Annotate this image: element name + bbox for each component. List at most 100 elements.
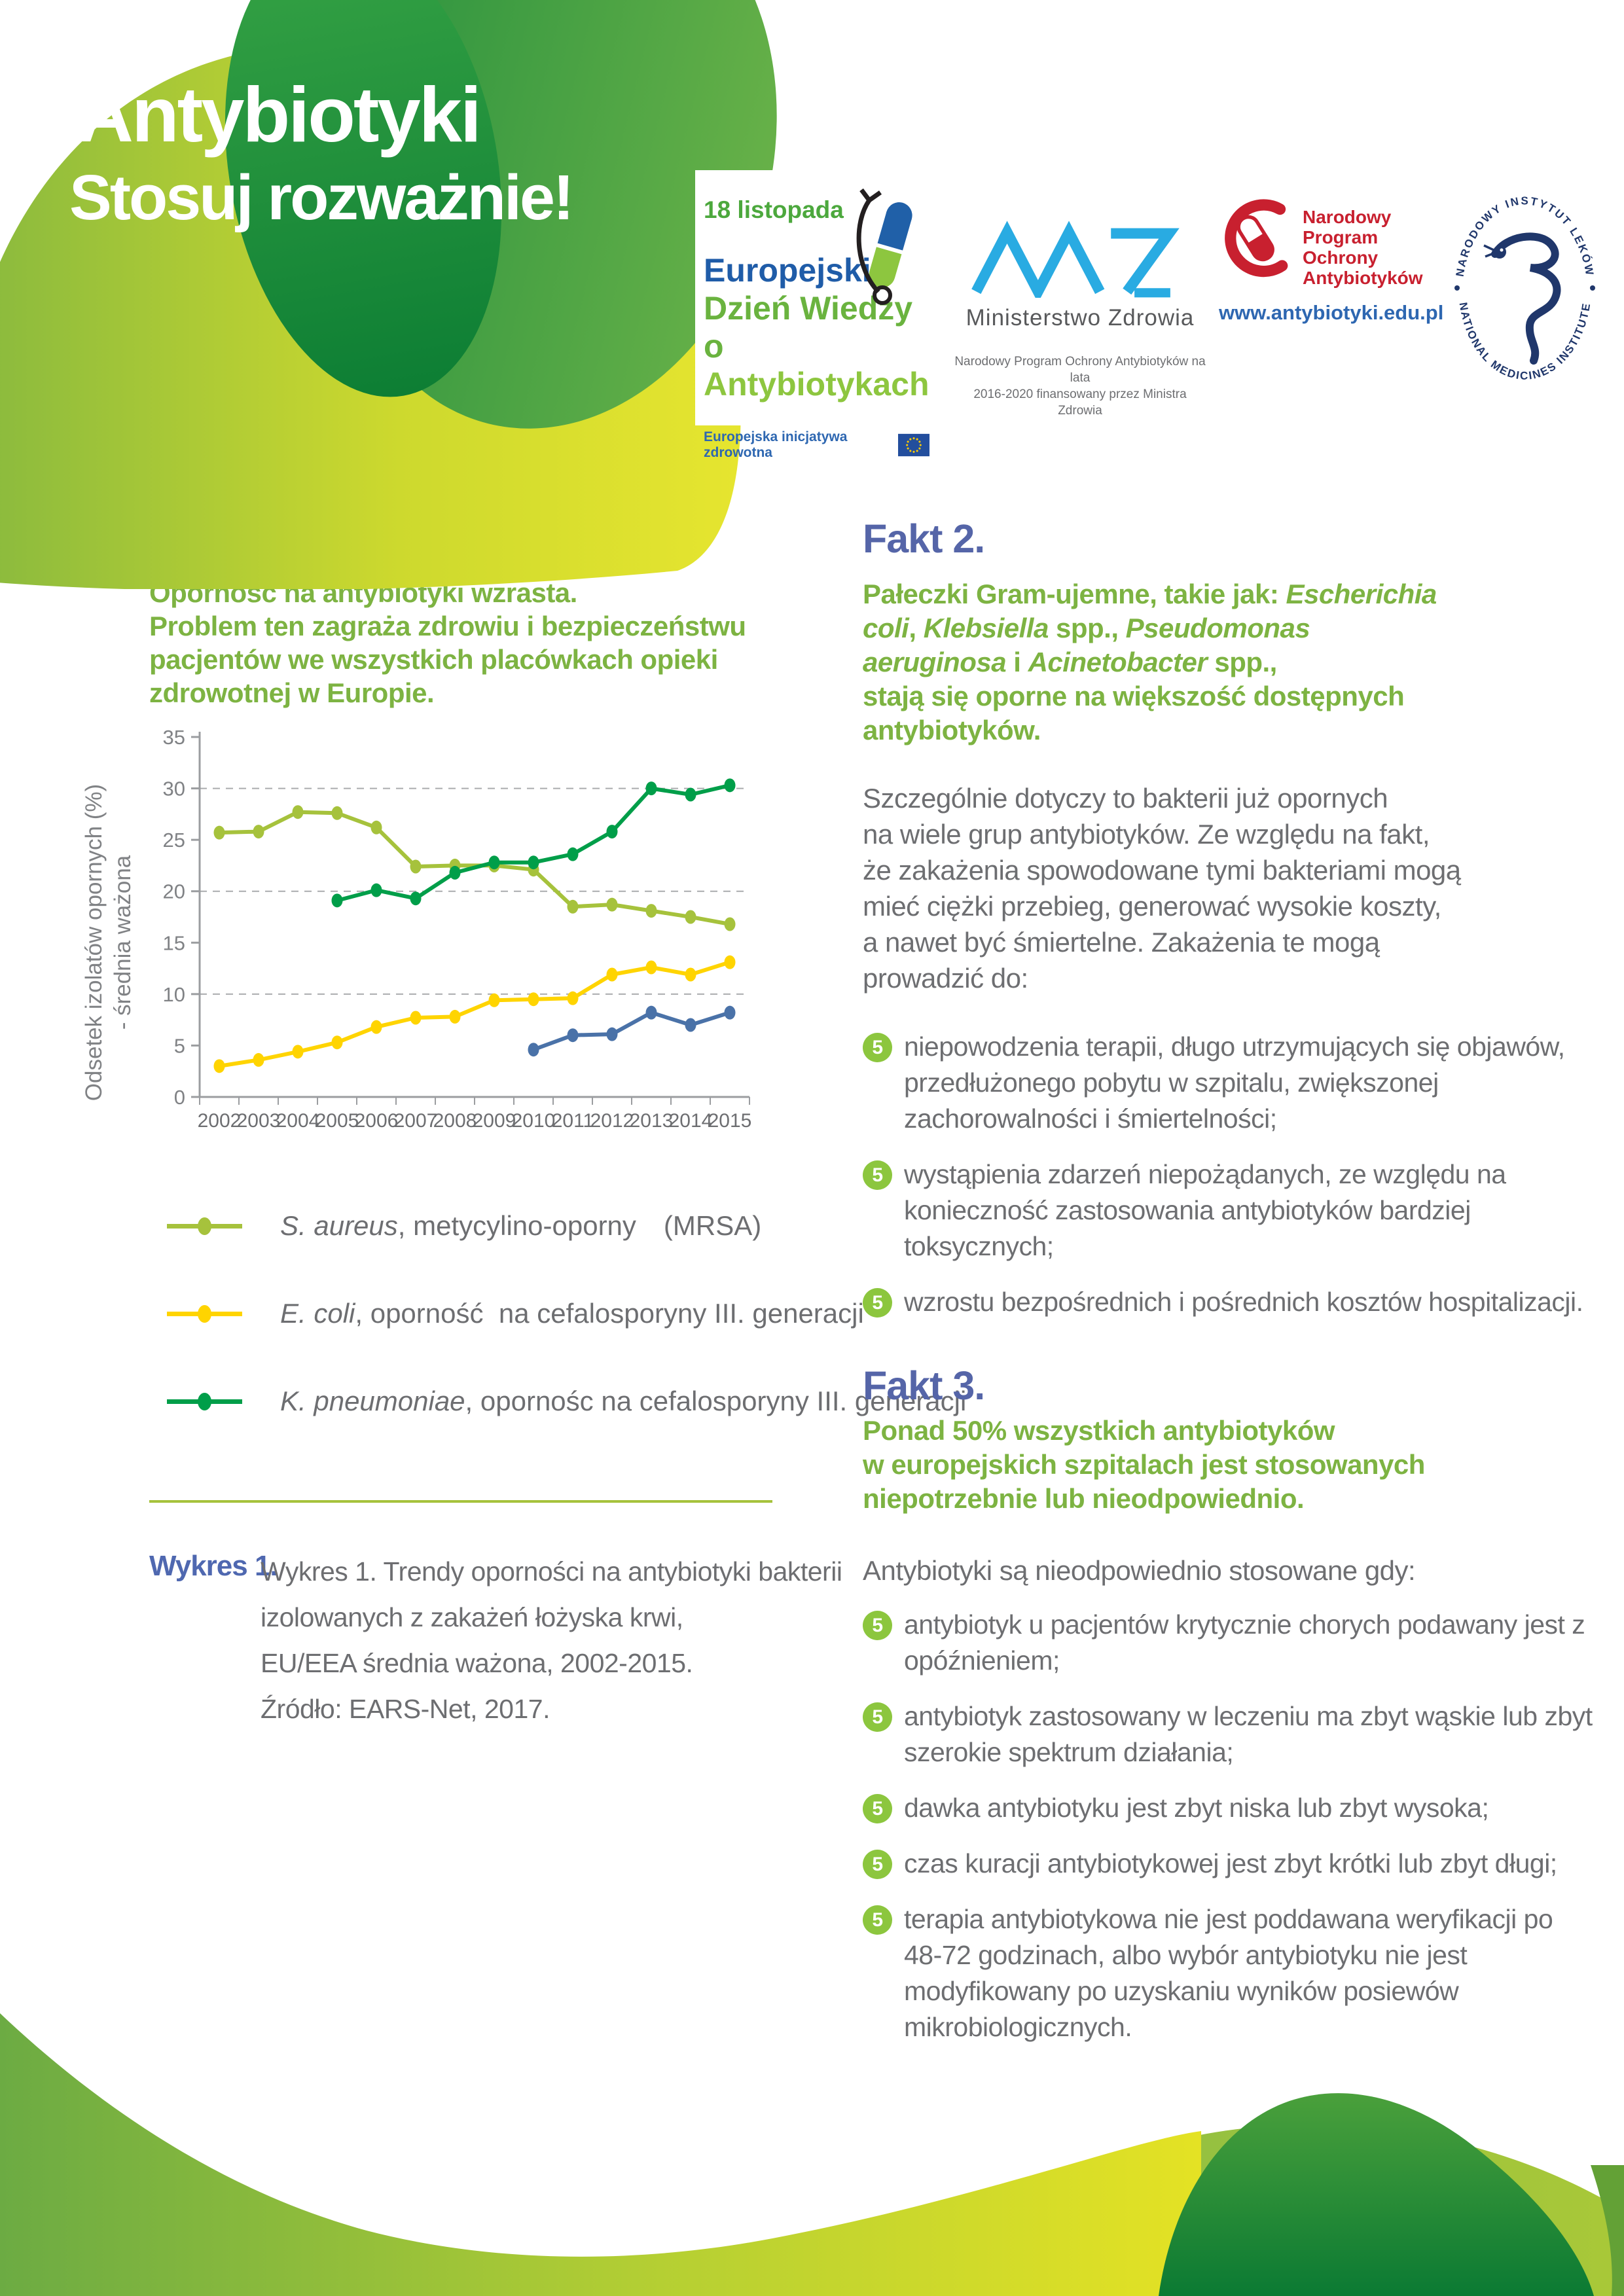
bullet-item: 5 niepowodzenia terapii, długo utrzymując…	[863, 1029, 1593, 1137]
series-point	[645, 960, 657, 975]
legend-text: , oporność na cefalosporyny III. generac…	[355, 1298, 864, 1329]
fact1-lead-line: Problem ten zagraża zdrowiu i bezpieczeń…	[149, 611, 746, 641]
series-point	[645, 781, 657, 796]
series-point	[331, 1035, 343, 1050]
fact1-lead: Oporność na antybiotyki wzrasta. Problem …	[149, 576, 746, 709]
bullet-item: 5 antybiotyk u pacjentów krytycznie chory…	[863, 1607, 1593, 1679]
ministry-name: Ministerstwo Zdrowia	[965, 305, 1195, 331]
legend-text: , metycylino-oporny	[397, 1210, 636, 1241]
legend-marker	[167, 1216, 242, 1236]
series-point	[567, 899, 579, 914]
npoa-name-line: Ochrony	[1303, 247, 1379, 268]
series-point	[528, 1043, 539, 1057]
series-point	[685, 787, 696, 802]
legend-marker	[167, 1304, 242, 1323]
series-point	[410, 859, 422, 874]
footer-dome-green	[1159, 2093, 1594, 2296]
bullet-5-icon: 5	[863, 1033, 892, 1062]
series-point	[724, 955, 736, 969]
series-point	[528, 855, 539, 870]
series-point	[253, 1052, 264, 1067]
x-tick-label: 2015	[708, 1110, 752, 1132]
legend-species: E. coli	[280, 1298, 355, 1329]
y-tick-label: 30	[163, 778, 185, 800]
legend-species: S. aureus	[280, 1210, 398, 1241]
caption-line: izolowanych z zakażeń łożyska krwi,	[261, 1602, 683, 1632]
eu-flag-stars	[906, 437, 922, 453]
x-tick-label: 2006	[355, 1110, 399, 1132]
x-tick-label: 2013	[630, 1110, 674, 1132]
eaad-logo: 18 listopada Europejski Dzień Wiedzy o A…	[704, 188, 929, 461]
series-point	[685, 910, 696, 924]
nil-logo: NARODOWY INSTYTUT LEKÓW NATIONAL MEDICIN…	[1448, 188, 1602, 391]
series-line-0	[217, 810, 732, 926]
fact2-paragraph-line: a nawet być śmiertelne. Zakażenia te mog…	[863, 927, 1380, 958]
eu-flag-icon	[898, 433, 929, 457]
npoa-name: Narodowy Program Ochrony Antybiotyków	[1303, 195, 1423, 288]
bullet-5-icon: 5	[863, 1288, 892, 1318]
legend-text: , opornośc na cefalosporyny III. generac…	[465, 1386, 967, 1416]
npoa-logo: Narodowy Program Ochrony Antybiotyków ww…	[1219, 195, 1443, 325]
y-tick-label: 25	[163, 829, 185, 852]
series-point	[606, 1027, 618, 1041]
legend-marker	[167, 1391, 242, 1411]
bullet-5-icon: 5	[863, 1611, 892, 1640]
fact3-intro: Antybiotyki są nieodpowiednio stosowane …	[863, 1555, 1416, 1586]
fact2-paragraph-line: Szczególnie dotyczy to bakterii już opor…	[863, 783, 1388, 814]
fact2-paragraph-line: prowadzić do:	[863, 963, 1028, 994]
series-point	[606, 897, 618, 912]
bullet-5-icon: 5	[863, 1160, 892, 1190]
caption-text: Wykres 1. Trendy oporności na antybiotyk…	[261, 1549, 842, 1732]
series-line-1	[217, 960, 732, 1068]
series-point	[567, 991, 579, 1005]
x-tick-label: 2005	[316, 1110, 359, 1132]
series-point	[410, 891, 422, 906]
fact3-lead-line: w europejskich szpitalach jest stosowany…	[863, 1449, 1425, 1480]
fact1-lead-line: zdrowotnej w Europie.	[149, 677, 435, 708]
fact2-paragraph-line: że zakażenia spowodowane tymi bakteriami…	[863, 855, 1461, 886]
bullet-text: antybiotyk zastosowany w leczeniu ma zby…	[904, 1701, 1593, 1767]
bullet-item: 5 antybiotyk zastosowany w leczeniu ma zb…	[863, 1698, 1593, 1770]
series-point	[213, 825, 225, 840]
bullet-item: 5 wzrostu bezpośrednich i pośrednich kosz…	[863, 1284, 1593, 1320]
mz-logo-icon	[971, 221, 1180, 303]
resistance-trends-chart: 0510152025303520022003200420052006200720…	[163, 726, 752, 1132]
y-tick-label: 35	[163, 726, 185, 749]
bullet-text: niepowodzenia terapii, długo utrzymujący…	[904, 1031, 1565, 1134]
fact2-lead-line: Pałeczki Gram-ujemne, takie jak: Escheri…	[863, 579, 1437, 609]
series-point	[724, 917, 736, 931]
poster-title-line2: Stosuj rozważnie!	[69, 162, 574, 233]
eaad-line3: Antybiotykach	[704, 366, 929, 403]
poster-title-line1: Antybiotyki	[77, 71, 482, 158]
x-tick-label: 2002	[198, 1110, 242, 1132]
snake-icon	[1483, 232, 1561, 365]
bullet-text: wystąpienia zdarzeń niepożądanych, ze wz…	[904, 1159, 1506, 1261]
footer-sliver-right	[1591, 2165, 1624, 2296]
chart-legend: S. aureus, metycylino-oporny (MRSA) E. col…	[167, 1210, 966, 1473]
npoa-name-line: Narodowy	[1303, 207, 1392, 227]
bullet-text: czas kuracji antybiotykowej jest zbyt kr…	[904, 1848, 1557, 1878]
npoa-logo-icon	[1225, 199, 1288, 278]
bullet-5-icon: 5	[863, 1905, 892, 1935]
series-point	[645, 1005, 657, 1020]
caption-label: Wykres 1.	[149, 1550, 278, 1582]
fact2-paragraph-line: na wiele grup antybiotyków. Ze względu n…	[863, 819, 1430, 850]
bullet-text: dawka antybiotyku jest zbyt niska lub zb…	[904, 1793, 1489, 1823]
series-point	[567, 847, 579, 861]
series-point	[488, 993, 500, 1007]
x-tick-label: 2009	[473, 1110, 516, 1132]
series-point	[331, 893, 343, 908]
series-point	[488, 855, 500, 870]
fact2-paragraph: Szczególnie dotyczy to bakterii już opor…	[863, 780, 1557, 996]
chart-y-axis-label-line1: Odsetek izolatów opornych (%)	[81, 783, 107, 1102]
bullet-5-icon: 5	[863, 1850, 892, 1879]
fact2-bullet-list: 5 niepowodzenia terapii, długo utrzymując…	[863, 1029, 1593, 1340]
y-tick-label: 10	[163, 983, 185, 1006]
caption-line: EU/EEA średnia ważona, 2002-2015.	[261, 1648, 693, 1678]
series-point	[606, 825, 618, 839]
series-point	[370, 883, 382, 897]
series-point	[331, 806, 343, 820]
fact2-lead: Pałeczki Gram-ujemne, takie jak: Escheri…	[863, 577, 1437, 747]
fact2-lead-line: coli, Klebsiella spp., Pseudomonas	[863, 613, 1310, 643]
